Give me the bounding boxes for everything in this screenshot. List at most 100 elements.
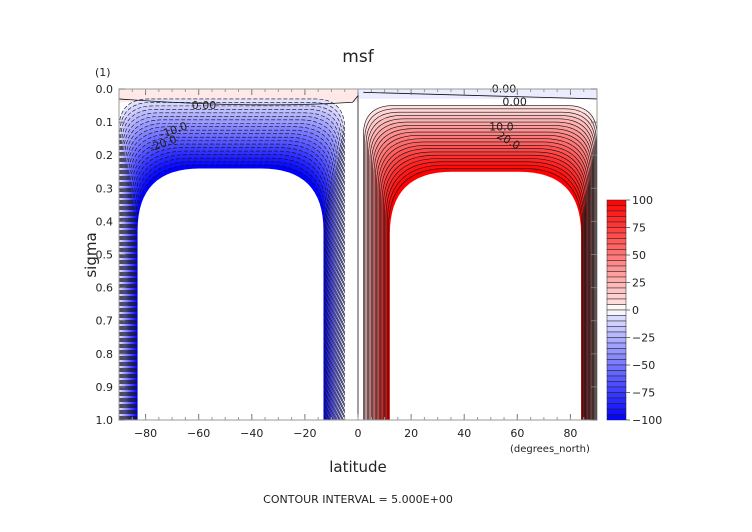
- southern-cell-contour-line: [130, 143, 332, 421]
- colorbar-swatch: [606, 304, 627, 311]
- colorbar-tick-label: 100: [632, 194, 653, 207]
- colorbar-swatch: [606, 364, 627, 371]
- colorbar-tick-label: −100: [632, 414, 662, 427]
- x-axis-label: latitude: [329, 458, 387, 476]
- colorbar-swatch: [606, 337, 627, 344]
- southern-cell-contour-line: [121, 109, 342, 421]
- northern-cell-contour-line: [380, 148, 587, 421]
- northern-cell-contour-line: [388, 168, 583, 421]
- southern-cell-contour-line: [119, 102, 344, 421]
- colorbar-tick-label: 0: [632, 304, 639, 317]
- colorbar-swatch: [606, 397, 627, 404]
- zero-contour-line: [363, 91, 598, 100]
- southern-cell-contour-line: [136, 164, 325, 421]
- x-tick-label: −80: [134, 427, 157, 440]
- northern-cell-contour-line: [376, 138, 590, 421]
- y-tick-label: 0.5: [96, 249, 114, 262]
- southern-cell-contour-line: [120, 105, 343, 421]
- northern-cell-contour-line: [381, 151, 587, 421]
- northern-cell-contour-line: [373, 131, 591, 421]
- northern-cell-contour-line: [385, 161, 584, 421]
- colorbar-swatch: [606, 381, 627, 388]
- southern-cell-contour-line: [129, 140, 333, 421]
- x-tick-label: 80: [563, 427, 577, 440]
- colorbar-swatch: [606, 386, 627, 393]
- colorbar-swatch: [606, 210, 627, 217]
- colorbar-swatch: [606, 348, 627, 355]
- chart-title: msf: [342, 47, 374, 67]
- colorbar-swatch: [606, 260, 627, 267]
- northern-cell-contour-line: [382, 154, 586, 421]
- colorbar-swatch: [606, 370, 627, 377]
- colorbar-swatch: [606, 238, 627, 245]
- colorbar-swatch: [606, 359, 627, 366]
- y-tick-label: 0.2: [96, 149, 114, 162]
- southern-cell-contour-line: [127, 129, 336, 421]
- x-tick-label: 0: [355, 427, 362, 440]
- y-axis-label: sigma: [82, 232, 100, 277]
- x-tick-label: −60: [187, 427, 210, 440]
- colorbar-swatch: [606, 271, 627, 278]
- northern-cell-contour-line: [377, 141, 589, 421]
- northern-cell-contour-line: [368, 118, 595, 421]
- colorbar-swatch: [606, 331, 627, 338]
- y-tick-label: 0.0: [96, 83, 114, 96]
- colorbar-tick-label: −75: [632, 387, 655, 400]
- colorbar-swatch: [606, 320, 627, 327]
- colorbar-swatch: [606, 282, 627, 289]
- colorbar-tick-label: −50: [632, 359, 655, 372]
- x-tick-label: −20: [293, 427, 316, 440]
- northern-cell-contour-line: [374, 135, 591, 421]
- colorbar-tick-label: 75: [632, 222, 646, 235]
- colorbar-swatch: [606, 414, 627, 421]
- colorbar-swatch: [606, 243, 627, 250]
- colorbar-swatch: [606, 315, 627, 322]
- colorbar-swatch: [606, 249, 627, 256]
- colorbar-swatch: [606, 353, 627, 360]
- y-tick-label: 0.7: [96, 315, 114, 328]
- x-tick-label: 60: [510, 427, 524, 440]
- colorbar-swatch: [606, 199, 627, 206]
- y-tick-label: 0.3: [96, 182, 114, 195]
- southern-cell-contour-line: [133, 154, 329, 421]
- near-surface-negative-band: [358, 89, 597, 99]
- colorbar-swatch: [606, 265, 627, 272]
- northern-cell-contour-line: [386, 164, 583, 421]
- colorbar-swatch: [606, 293, 627, 300]
- y-tick-label: 0.6: [96, 282, 114, 295]
- colorbar-swatch: [606, 276, 627, 283]
- southern-cell-contour-line: [123, 116, 340, 421]
- colorbar-swatch: [606, 227, 627, 234]
- colorbar-swatch: [606, 221, 627, 228]
- x-tick-label: 20: [404, 427, 418, 440]
- northern-cell-contour-line: [384, 158, 585, 421]
- contour-label: 0.00: [502, 96, 527, 109]
- colorbar-swatch: [606, 298, 627, 305]
- colorbar-swatch: [606, 403, 627, 410]
- zero-contour-line: [118, 94, 359, 420]
- southern-cell-contour-line: [135, 161, 326, 421]
- southern-cell-contour-line: [125, 122, 338, 421]
- contour-label: 10.0: [489, 120, 514, 133]
- footer-contour-interval: CONTOUR INTERVAL = 5.000E+00: [263, 493, 453, 506]
- colorbar-tick-label: 50: [632, 249, 646, 262]
- northern-cell-contour-line: [366, 115, 595, 421]
- colorbar-tick-label: 25: [632, 277, 646, 290]
- colorbar-swatch: [606, 216, 627, 223]
- x-tick-label: −40: [240, 427, 263, 440]
- y-tick-label: 0.9: [96, 381, 114, 394]
- colorbar-swatch: [606, 392, 627, 399]
- northern-cell-contour-line: [372, 128, 592, 421]
- northern-cell-contour-line: [378, 144, 588, 421]
- southern-cell-contour-line: [127, 133, 335, 421]
- northern-cell-contour-line: [364, 108, 597, 421]
- southern-cell-contour-line: [122, 112, 341, 421]
- y-tick-label: 0.8: [96, 348, 114, 361]
- northern-cell-contour-line: [365, 111, 596, 421]
- northern-cell-contour-line: [370, 125, 593, 421]
- x-tick-label: 40: [457, 427, 471, 440]
- colorbar-tick-label: −25: [632, 332, 655, 345]
- colorbar-swatch: [606, 254, 627, 261]
- colorbar-swatch: [606, 342, 627, 349]
